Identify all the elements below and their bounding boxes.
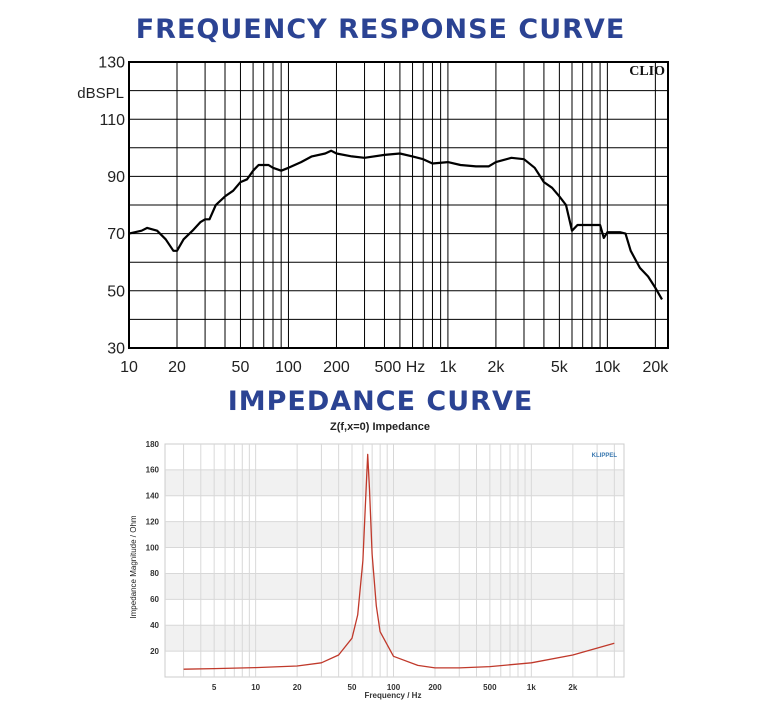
x-tick-label: 2k (487, 359, 505, 376)
x-tick-label: 100 (387, 683, 401, 692)
x-tick-label: 20 (293, 683, 302, 692)
y-axis-label: dBSPL (77, 85, 124, 102)
x-tick-label: 200 (323, 359, 350, 376)
y-tick-label: 90 (107, 169, 125, 186)
x-tick-label: 50 (348, 683, 357, 692)
frequency-response-title: FREQUENCY RESPONSE CURVE (135, 14, 626, 45)
y-tick-label: 130 (98, 55, 125, 72)
y-tick-label: 50 (107, 283, 125, 300)
impedance-title: IMPEDANCE CURVE (227, 386, 534, 417)
x-tick-label: 50 (232, 359, 250, 376)
y-tick-label: 60 (150, 595, 159, 604)
clio-watermark: CLIO (629, 64, 665, 79)
frequency-response-curve (128, 149, 663, 300)
y-tick-label: 30 (107, 341, 125, 358)
x-tick-label: 500 (483, 683, 497, 692)
y-tick-label: 120 (146, 517, 160, 526)
x-tick-label: 20k (642, 359, 669, 376)
x-tick-label: 100 (275, 359, 302, 376)
y-tick-label: 80 (150, 569, 159, 578)
y-tick-label: 140 (146, 492, 160, 501)
klippel-logo: KLIPPEL (592, 453, 618, 459)
x-tick-label: 10 (120, 359, 138, 376)
y-tick-label: 160 (146, 466, 160, 475)
x-tick-label: 200 (428, 683, 442, 692)
x-tick-label: 2k (568, 683, 577, 692)
x-tick-label: 5k (551, 359, 569, 376)
x-tick-label: 10k (594, 359, 621, 376)
y-tick-label: 20 (150, 647, 159, 656)
x-tick-label: 5 (212, 683, 217, 692)
x-tick-label: 10 (251, 683, 260, 692)
x-tick-label: 500 Hz (375, 359, 426, 376)
grid-band (165, 521, 624, 548)
x-tick-label: 1k (527, 683, 536, 692)
y-tick-label: 70 (107, 226, 125, 243)
grid-band (165, 469, 624, 496)
x-tick-label: 1k (439, 359, 457, 376)
x-tick-label: 20 (168, 359, 186, 376)
y-axis-label: Impedance Magnitude / Ohm (129, 515, 138, 619)
y-tick-label: 180 (146, 440, 160, 449)
grid-band (165, 625, 624, 652)
grid-band (165, 573, 624, 600)
impedance-curve (183, 453, 615, 670)
y-tick-label: 110 (99, 112, 125, 129)
x-axis-label: Frequency / Hz (365, 691, 422, 700)
impedance-chart-title: Z(f,x=0) Impedance (330, 421, 430, 433)
y-tick-label: 40 (150, 621, 159, 630)
y-tick-label: 100 (146, 543, 160, 552)
plot-frame (164, 443, 625, 678)
